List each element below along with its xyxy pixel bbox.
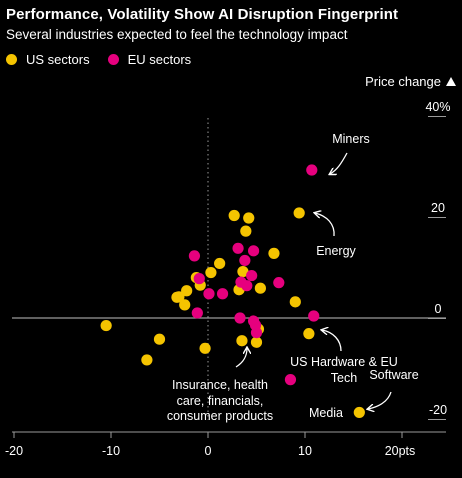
insurance-arrow [235,348,247,368]
us-sector-point [100,319,112,332]
us-sector-point [228,209,240,222]
us-sector-point [303,328,315,340]
y-tick-label: 0 [435,302,442,316]
annotation-energy: Energy [316,244,356,258]
us-sector-point [268,247,280,259]
x-tick-label: 10 [298,444,312,458]
y-tick-label: 40% [425,100,450,114]
legend-item-eu: EU sectors [107,52,192,67]
eu-sector-point [241,280,253,292]
eu-sector-point [249,319,262,331]
eu-sector-point [193,273,205,285]
us-sector-point [179,299,191,311]
grid-lines [12,118,446,420]
axes: -20 -10 0 10 20pts 40% 20 0 -20 [5,100,451,458]
x-tick-label: -10 [102,444,120,458]
y-tick-label: 20 [431,201,445,215]
us-sector-point [236,335,248,347]
us-sector-point [214,257,226,270]
data-points [100,164,365,419]
chart-subtitle: Several industries expected to feel the … [6,27,348,42]
us-sector-point [353,406,365,419]
eu-sector-point [203,288,215,300]
eu-sector-point [308,310,320,322]
us-sector-point [254,282,266,294]
x-tick-label: 20pts [385,444,416,458]
annotation-media: Media [309,406,343,420]
legend-label-us: US sectors [26,52,90,67]
us-sector-point [141,354,153,366]
eu-sector-point [247,245,260,257]
hardware-arrow [322,330,342,352]
eu-sector-point [284,374,297,386]
us-sector-point [289,296,301,308]
us-sector-point [293,207,305,219]
us-sector-point [240,225,252,237]
annotation-hardware-line2: Tech [331,371,357,385]
annotation-software: Software [369,368,418,382]
annotation-insurance-line1: Insurance, health [172,378,268,392]
eu-sector-point [188,250,201,262]
legend-item-us: US sectors [6,52,90,67]
annotation-insurance-line3: consumer products [167,409,273,423]
us-sector-point [199,342,211,354]
us-sector-point [181,285,193,297]
eu-sector-point [191,307,203,319]
us-sector-point [250,336,263,348]
us-sector-point [237,265,249,278]
legend-swatch-us [6,54,17,65]
annotation-insurance-line2: care, financials, [177,394,264,408]
legend-swatch-eu [107,54,119,65]
energy-arrow [315,213,335,237]
eu-sector-point [234,312,246,324]
chart-title: Performance, Volatility Show AI Disrupti… [6,6,399,23]
eu-sector-point [216,288,229,300]
eu-sector-point [239,254,251,267]
y-tick-label: -20 [429,403,447,417]
x-tick-label: -20 [5,444,23,458]
eu-sector-point [306,164,318,176]
annotation-miners: Miners [332,132,370,146]
annotations: Miners Energy US Hardware & EU Tech Soft… [167,132,419,423]
eu-sector-point [232,242,244,254]
us-sector-point [205,266,217,279]
annotation-hardware-line1: US Hardware & EU [290,355,398,369]
y-axis-title: Price change [365,74,456,89]
miners-arrow [330,152,348,174]
us-sector-point [243,212,255,224]
us-sector-point [153,333,166,345]
legend-label-eu: EU sectors [127,52,192,67]
us-sector-point [171,291,183,303]
eu-sector-point [273,277,285,289]
x-tick-label: 0 [205,444,212,458]
legend: US sectors EU sectors [6,52,209,67]
media-arrow [368,391,392,409]
y-axis-label: Price change [365,74,441,89]
eu-sector-point [246,269,258,282]
triangle-up-icon [446,77,456,86]
